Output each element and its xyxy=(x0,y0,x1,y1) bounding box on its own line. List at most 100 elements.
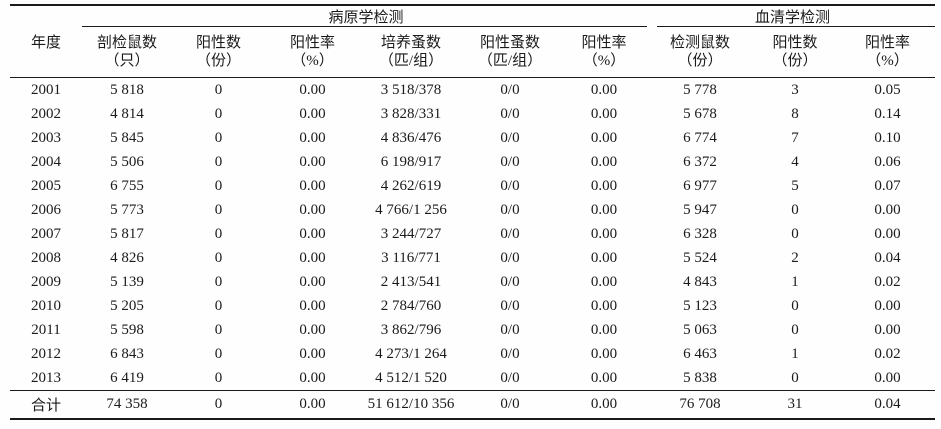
total-cell: 0.00 xyxy=(558,390,651,419)
table-cell: 0 xyxy=(214,105,223,122)
table-cell: 0.00 xyxy=(590,249,618,266)
table-cell: 0.00 xyxy=(590,153,618,170)
group-header-serology-detection: 血清学检测 xyxy=(650,5,936,27)
year-cell: 2003 xyxy=(31,129,61,146)
table-row: 2003 5 845 0 0.00 4 836/476 0/0 0.00 6 774 7 0.10 xyxy=(10,126,935,150)
column-header-row: 剖检鼠数 （只） 阳性数 （份） 阳性率 （%） 培养蚤数 （匹/组） 阳性蚤数 xyxy=(10,27,936,78)
table-row: 2010 5 205 0 0.00 2 784/760 0/0 0.00 5 123 0 0.00 xyxy=(10,294,935,318)
table-cell: 0.00 xyxy=(299,321,326,338)
table-cell: 0 xyxy=(214,345,223,362)
table-cell: 6 843 xyxy=(110,345,144,362)
table-cell: 6 198/917 xyxy=(380,153,442,170)
table-cell: 0.00 xyxy=(874,201,901,218)
year-cell: 2004 xyxy=(31,153,61,170)
column-header-positive-rate-serology: 阳性率 （%） xyxy=(840,27,936,78)
table-cell: 0.00 xyxy=(299,201,326,218)
table-cell: 6 372 xyxy=(683,153,717,170)
table-cell: 0.14 xyxy=(874,105,901,122)
table-cell: 5 123 xyxy=(683,297,717,314)
table-cell: 0.00 xyxy=(590,81,618,98)
surveillance-table: 年度 病原学检测 血清学检测 剖检鼠数 （只） 阳性数 （份） 阳性率 （%） xyxy=(10,4,936,420)
table-cell: 0 xyxy=(214,273,223,290)
table-cell: 6 755 xyxy=(110,177,144,194)
table-cell: 0/0 xyxy=(500,297,520,314)
table-cell: 0.00 xyxy=(590,225,618,242)
table-cell: 0 xyxy=(214,177,223,194)
table-cell: 0 xyxy=(791,201,799,218)
year-cell: 2002 xyxy=(31,105,61,122)
table-cell: 5 139 xyxy=(110,273,144,290)
table-cell: 4 xyxy=(791,153,799,170)
column-name: 阳性率 xyxy=(289,35,335,51)
table-cell: 0.00 xyxy=(299,81,326,98)
table-cell: 0.05 xyxy=(874,81,901,98)
column-name: 剖检鼠数 xyxy=(96,35,157,51)
table-cell: 0.00 xyxy=(299,273,326,290)
column-header-positive-rate-pathogen: 阳性率 （%） xyxy=(265,27,360,78)
table-row: 2009 5 139 0 0.00 2 413/541 0/0 0.00 4 843 1 0.02 xyxy=(10,270,935,294)
table-cell: 4 262/619 xyxy=(380,177,442,194)
table-cell: 0/0 xyxy=(500,105,520,122)
table-cell: 0.00 xyxy=(590,201,618,218)
table-cell: 5 506 xyxy=(110,153,144,170)
column-header-necropsied-rats: 剖检鼠数 （只） xyxy=(82,27,172,78)
column-name: 阳性率 xyxy=(581,35,627,51)
table-cell: 5 778 xyxy=(683,81,717,98)
table-cell: 2 784/760 xyxy=(380,297,442,314)
column-header-cultured-fleas: 培养蚤数 （匹/组） xyxy=(360,27,462,78)
year-cell: 2001 xyxy=(31,81,61,98)
table-cell: 6 774 xyxy=(683,129,717,146)
table-cell: 5 063 xyxy=(683,321,717,338)
year-cell: 2006 xyxy=(31,201,61,218)
table-cell: 4 273/1 264 xyxy=(375,345,447,362)
year-cell: 2012 xyxy=(31,345,61,362)
year-cell: 2008 xyxy=(31,249,61,266)
column-unit: （只） xyxy=(104,53,150,69)
column-unit: （匹/组） xyxy=(378,53,444,69)
table-body: 2001 5 818 0 0.00 3 518/378 0/0 0.00 5 778 3 0.05… xyxy=(10,78,935,391)
table-cell: 0.00 xyxy=(590,297,618,314)
table-cell: 0/0 xyxy=(500,81,520,98)
table-row: 2005 6 755 0 0.00 4 262/619 0/0 0.00 6 977 5 0.07 xyxy=(10,174,935,198)
column-unit: （%） xyxy=(582,53,626,69)
table-cell: 5 838 xyxy=(683,369,717,386)
table-cell: 4 826 xyxy=(110,249,144,266)
table-cell: 8 xyxy=(791,105,799,122)
table-cell: 5 205 xyxy=(110,297,144,314)
table-cell: 0.02 xyxy=(874,273,901,290)
table-cell: 4 814 xyxy=(110,105,144,122)
table-cell: 0.00 xyxy=(874,321,901,338)
table-cell: 0.00 xyxy=(299,129,326,146)
table-cell: 1 xyxy=(791,273,799,290)
table-cell: 4 836/476 xyxy=(380,129,442,146)
table-cell: 3 244/727 xyxy=(380,225,442,242)
total-cell: 0/0 xyxy=(462,390,558,419)
table-cell: 4 766/1 256 xyxy=(375,201,447,218)
table-cell: 0.06 xyxy=(874,153,901,170)
table-row: 2006 5 773 0 0.00 4 766/1 256 0/0 0.00 5 947 0 0.… xyxy=(10,198,935,222)
table-cell: 5 678 xyxy=(683,105,717,122)
table-cell: 3 116/771 xyxy=(381,249,441,266)
table-cell: 0 xyxy=(791,369,799,386)
table-row: 2008 4 826 0 0.00 3 116/771 0/0 0.00 5 524 2 0.04 xyxy=(10,246,935,270)
year-column-header: 年度 xyxy=(10,5,82,78)
table-cell: 0.10 xyxy=(874,129,901,146)
year-cell: 2009 xyxy=(31,273,61,290)
table-cell: 0.02 xyxy=(874,345,901,362)
total-cell: 0.04 xyxy=(840,390,936,419)
table-cell: 3 xyxy=(791,81,799,98)
table-cell: 0/0 xyxy=(500,345,520,362)
table-cell: 0.07 xyxy=(874,177,901,194)
table-cell: 0/0 xyxy=(500,369,520,386)
table-cell: 0/0 xyxy=(500,249,520,266)
year-cell: 2013 xyxy=(31,369,61,386)
table-cell: 0.00 xyxy=(590,321,618,338)
table-cell: 1 xyxy=(791,345,799,362)
column-unit: （份） xyxy=(195,53,241,69)
column-unit: （份） xyxy=(677,53,723,69)
total-cell: 0 xyxy=(172,390,265,419)
table-cell: 0/0 xyxy=(500,153,520,170)
total-cell: 31 xyxy=(750,390,841,419)
column-unit: （份） xyxy=(772,53,818,69)
